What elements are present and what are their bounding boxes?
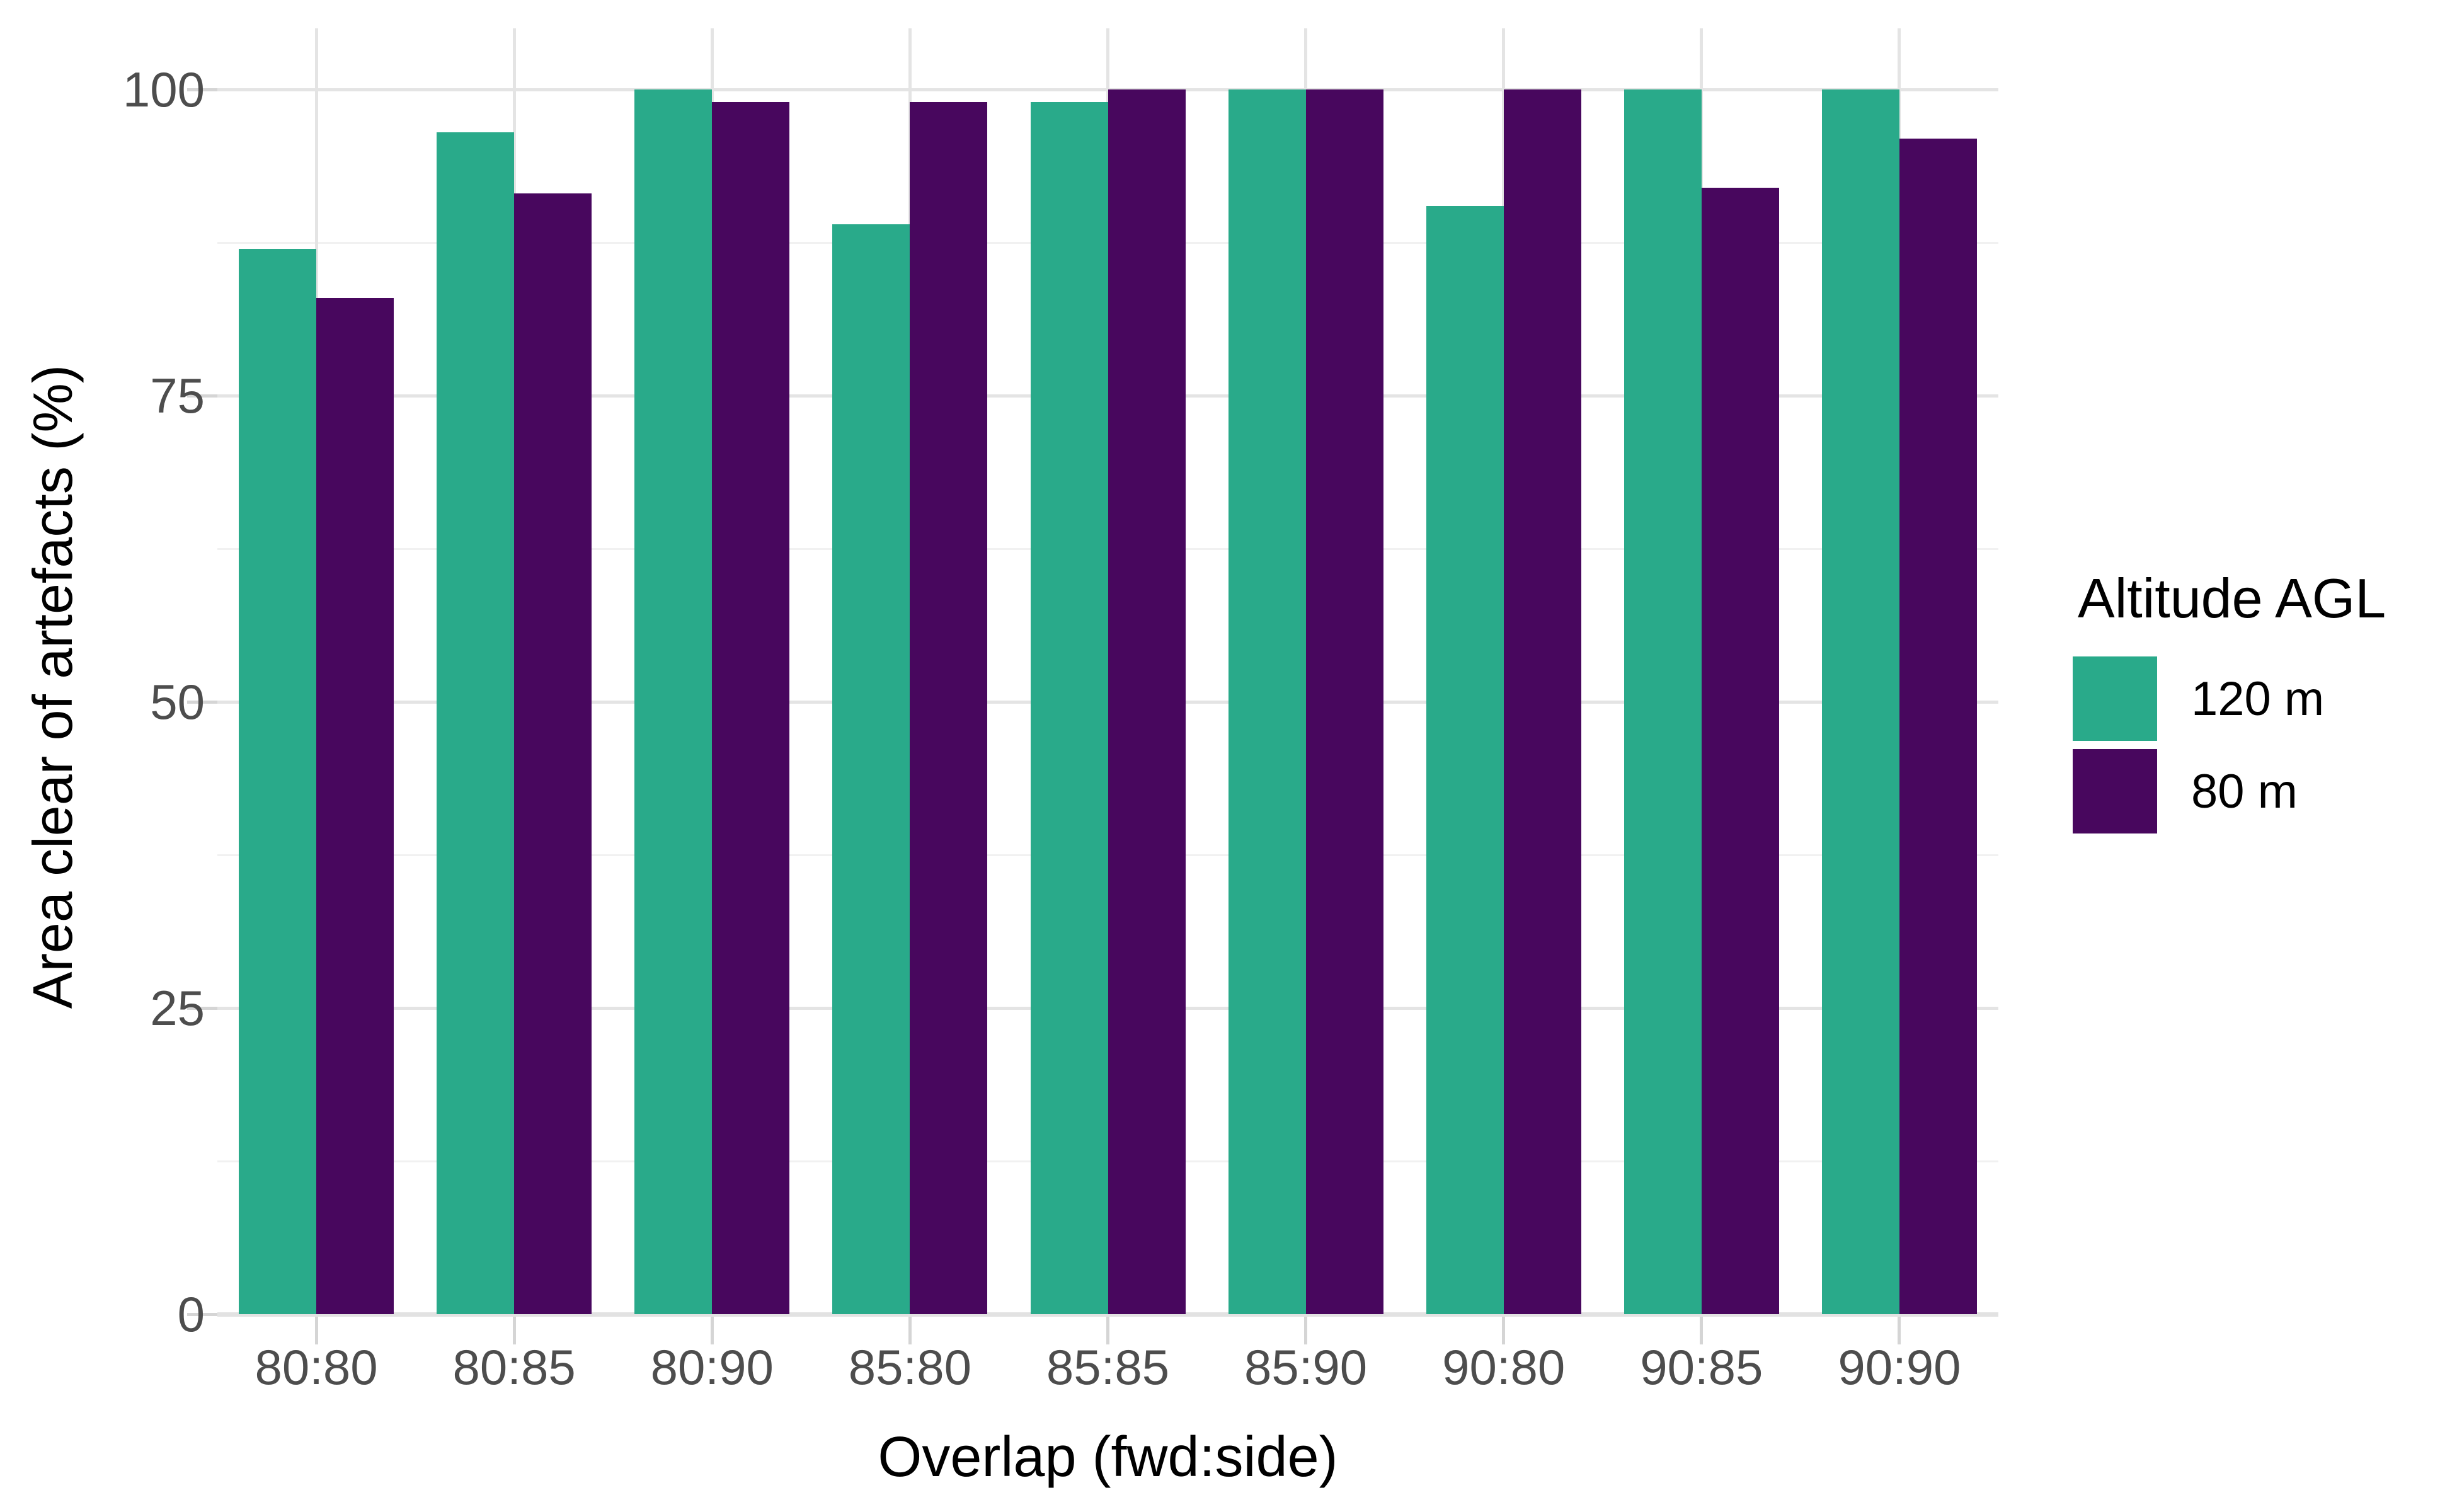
bar-120m-85:80: [832, 224, 910, 1314]
bar-120m-85:90: [1228, 89, 1306, 1314]
x-tick-mark: [1898, 1317, 1901, 1344]
legend-swatch: [2073, 749, 2157, 833]
bar-80m-80:85: [514, 193, 592, 1314]
x-tick-mark: [1700, 1317, 1704, 1344]
x-tick-label: 90:80: [1442, 1339, 1566, 1395]
x-tick-mark: [908, 1317, 912, 1344]
y-tick-mark: [187, 700, 217, 704]
legend-label: 80 m: [2191, 764, 2298, 818]
bar-80m-85:90: [1305, 89, 1383, 1314]
y-tick-mark: [187, 88, 217, 91]
bar-120m-90:85: [1624, 89, 1702, 1314]
x-tick-label: 85:80: [848, 1339, 971, 1395]
bar-120m-80:80: [239, 248, 317, 1314]
legend-swatch: [2073, 656, 2157, 741]
y-tick-mark: [187, 394, 217, 398]
x-tick-mark: [1106, 1317, 1109, 1344]
legend-items: 120 m 80 m: [2073, 656, 2457, 833]
bar-120m-90:90: [1821, 89, 1899, 1314]
legend: Altitude AGL 120 m 80 m: [2073, 568, 2457, 842]
legend-title: Altitude AGL: [2078, 567, 2386, 629]
x-tick-label: 85:85: [1046, 1339, 1170, 1395]
x-tick-label: 90:85: [1640, 1339, 1763, 1395]
y-tick-mark: [187, 1312, 217, 1316]
legend-label: 120 m: [2191, 672, 2325, 726]
bar-120m-80:90: [634, 89, 713, 1314]
axis-baseline: [217, 1312, 1998, 1317]
bar-80m-85:85: [1108, 89, 1186, 1314]
x-axis-title: Overlap (fwd:side): [878, 1426, 1338, 1489]
x-tick-label: 85:90: [1244, 1339, 1368, 1395]
bar-80m-90:85: [1701, 187, 1779, 1314]
y-tick-label: 25: [150, 980, 205, 1036]
plot-panel: [217, 28, 1998, 1317]
bar-80m-80:90: [712, 101, 790, 1314]
bar-80m-90:80: [1503, 89, 1581, 1314]
bar-120m-90:80: [1426, 205, 1504, 1314]
x-tick-label: 90:90: [1838, 1339, 1961, 1395]
y-tick-label: 50: [150, 674, 205, 730]
legend-item-120m: 120 m: [2073, 656, 2457, 741]
x-tick-mark: [314, 1317, 318, 1344]
x-tick-label: 80:90: [650, 1339, 774, 1395]
bar-120m-85:85: [1030, 101, 1108, 1314]
y-tick-label: 100: [122, 62, 205, 118]
x-tick-mark: [512, 1317, 516, 1344]
bar-120m-80:85: [437, 132, 515, 1314]
y-tick-label: 0: [177, 1286, 205, 1342]
x-tick-mark: [1502, 1317, 1506, 1344]
legend-item-80m: 80 m: [2073, 749, 2457, 833]
y-tick-mark: [187, 1006, 217, 1010]
x-tick-label: 80:80: [255, 1339, 378, 1395]
bar-80m-80:80: [316, 297, 394, 1314]
x-tick-label: 80:85: [452, 1339, 576, 1395]
x-tick-mark: [710, 1317, 714, 1344]
bar-80m-85:80: [910, 101, 988, 1314]
x-tick-mark: [1304, 1317, 1308, 1344]
bar-80m-90:90: [1899, 138, 1977, 1314]
y-tick-label: 75: [150, 368, 205, 424]
